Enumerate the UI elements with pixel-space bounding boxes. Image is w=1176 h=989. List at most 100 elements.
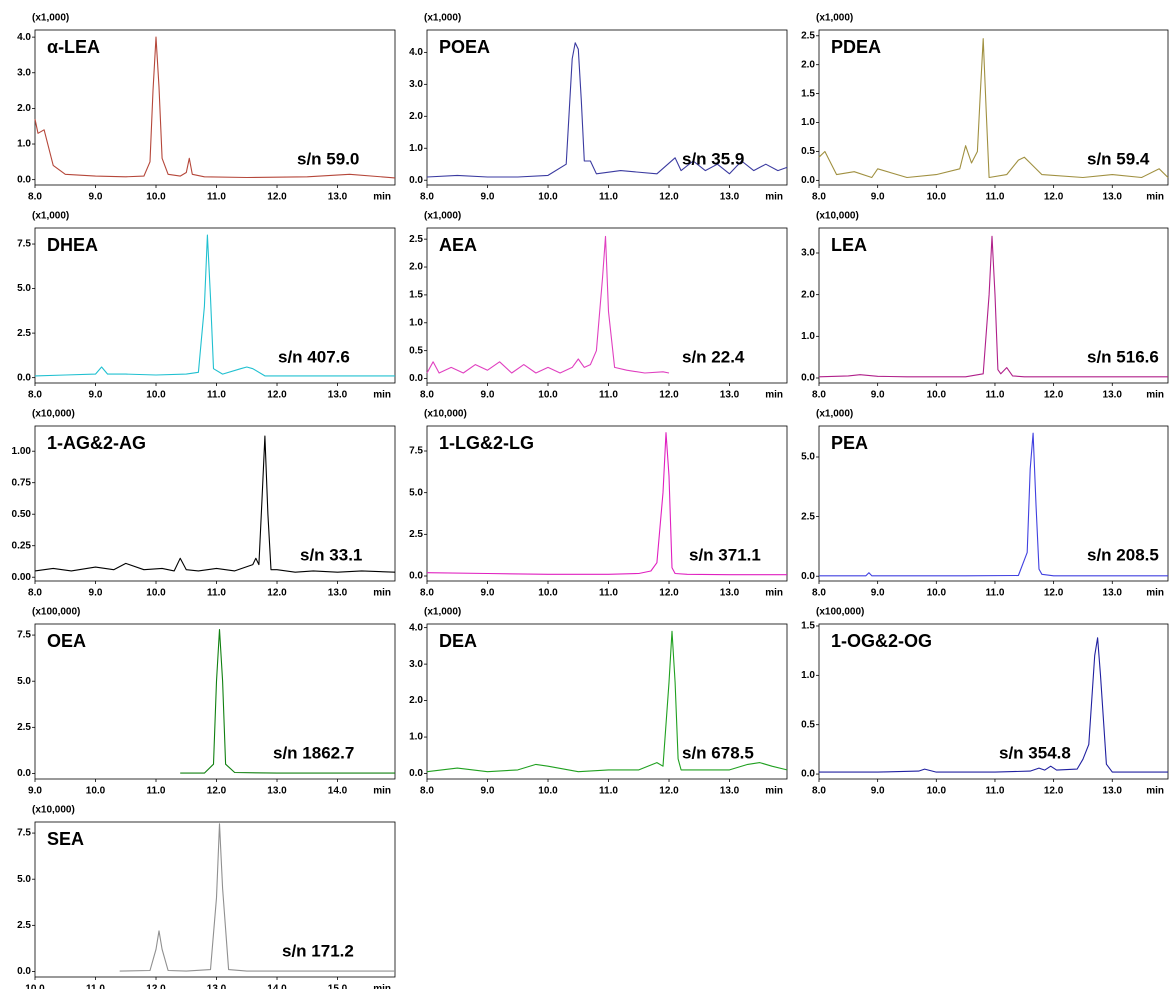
x-tick-label: 8.0	[812, 390, 826, 401]
x-tick-label: 9.0	[871, 588, 885, 599]
chromatogram-panel: (x1,000) 0.0 1.0 2.0 3.0 4.0 8.0 9.0 10.0 11.0 12.…	[17, 13, 396, 203]
y-tick-label: 5.0	[17, 874, 31, 885]
trace	[426, 235, 670, 374]
y-tick-label: 0.0	[801, 571, 815, 582]
x-tick-label: 12.0	[659, 786, 679, 797]
compound-title: 1-AG&2-AG	[47, 433, 146, 453]
x-tick-label: 11.0	[599, 786, 618, 797]
x-tick-label: 11.0	[986, 192, 1005, 203]
y-multiplier: (x100,000)	[32, 607, 80, 618]
compound-title: PDEA	[831, 37, 881, 57]
x-axis-label: min	[373, 786, 391, 797]
y-tick-label: 2.5	[801, 30, 815, 41]
sn-annotation: s/n 516.6	[1087, 347, 1159, 366]
sn-annotation: s/n 22.4	[682, 347, 745, 366]
compound-title: PEA	[831, 433, 868, 453]
x-tick-label: 10.0	[538, 390, 558, 401]
x-axis-label: min	[765, 390, 783, 401]
x-tick-label: 11.0	[986, 588, 1005, 599]
x-axis-label: min	[1146, 786, 1164, 797]
y-tick-label: 1.0	[801, 670, 815, 681]
y-tick-label: 0.5	[801, 719, 815, 730]
trace	[426, 630, 788, 773]
trace	[119, 823, 395, 972]
y-tick-label: 0.0	[409, 768, 423, 779]
chromatogram-panel: (x1,000) 0.0 0.5 1.0 1.5 2.0 2.5 8.0 9.0 10.0 11.0…	[801, 13, 1169, 203]
x-tick-label: 8.0	[420, 192, 434, 203]
y-tick-label: 2.5	[409, 529, 423, 540]
y-tick-label: 2.5	[17, 328, 31, 339]
chromatogram-panel: (x1,000) 0.0 0.5 1.0 1.5 2.0 2.5 8.0 9.0 10.0 11.0…	[409, 211, 788, 401]
x-tick-label: 12.0	[1044, 588, 1064, 599]
y-tick-label: 1.0	[801, 331, 815, 342]
x-tick-label: 8.0	[420, 786, 434, 797]
y-tick-label: 0.0	[17, 966, 31, 977]
chromatogram-panel: (x10,000) 0.00 0.25 0.50 0.75 1.00 8.0 9.0 10.0 1…	[12, 409, 396, 599]
x-tick-label: 12.0	[146, 984, 166, 989]
y-tick-label: 5.0	[17, 676, 31, 687]
y-tick-label: 2.0	[409, 695, 423, 706]
y-multiplier: (x1,000)	[816, 13, 853, 24]
plot-frame	[34, 623, 396, 780]
x-tick-label: 9.0	[89, 192, 103, 203]
sn-annotation: s/n 1862.7	[273, 743, 354, 762]
x-tick-label: 13.0	[1103, 390, 1123, 401]
chromatogram-panel: (x100,000) 0.0 0.5 1.0 1.5 8.0 9.0 10.0 11.0 12.0…	[801, 607, 1169, 797]
x-tick-label: 8.0	[812, 786, 826, 797]
y-multiplier: (x10,000)	[424, 409, 467, 420]
x-tick-label: 9.0	[481, 786, 495, 797]
sn-annotation: s/n 354.8	[999, 743, 1071, 762]
y-multiplier: (x1,000)	[424, 13, 461, 24]
x-tick-label: 11.0	[599, 192, 618, 203]
x-tick-label: 11.0	[207, 390, 226, 401]
y-tick-label: 5.0	[17, 283, 31, 294]
x-tick-label: 12.0	[659, 390, 679, 401]
x-tick-label: 13.0	[720, 390, 740, 401]
y-tick-label: 4.0	[409, 622, 423, 633]
y-tick-label: 2.0	[409, 111, 423, 122]
x-tick-label: 9.0	[89, 588, 103, 599]
x-tick-label: 10.0	[927, 588, 947, 599]
y-tick-label: 0.0	[17, 174, 31, 185]
x-axis-label: min	[373, 390, 391, 401]
x-tick-label: 13.0	[1103, 588, 1123, 599]
x-tick-label: 13.0	[207, 984, 227, 989]
x-tick-label: 14.0	[267, 984, 287, 989]
x-tick-label: 13.0	[1103, 192, 1123, 203]
x-tick-label: 13.0	[328, 390, 348, 401]
x-tick-label: 8.0	[28, 390, 42, 401]
x-tick-label: 9.0	[481, 588, 495, 599]
y-tick-label: 0.0	[801, 769, 815, 780]
y-tick-label: 1.0	[409, 143, 423, 154]
sn-annotation: s/n 371.1	[689, 545, 761, 564]
y-tick-label: 1.0	[801, 117, 815, 128]
x-tick-label: 9.0	[871, 192, 885, 203]
y-tick-label: 1.0	[409, 317, 423, 328]
x-tick-label: 13.0	[328, 192, 348, 203]
y-tick-label: 7.5	[409, 446, 423, 457]
x-tick-label: 8.0	[420, 390, 434, 401]
compound-title: DEA	[439, 631, 477, 651]
x-axis-label: min	[765, 192, 783, 203]
y-tick-label: 0.75	[12, 477, 32, 488]
x-tick-label: 11.0	[207, 588, 226, 599]
y-tick-label: 7.5	[17, 828, 31, 839]
x-tick-label: 9.0	[481, 192, 495, 203]
sn-annotation: s/n 678.5	[682, 743, 754, 762]
y-tick-label: 1.5	[801, 88, 815, 99]
compound-title: LEA	[831, 235, 867, 255]
trace	[819, 637, 1168, 773]
y-tick-label: 0.0	[17, 768, 31, 779]
plot-frame	[818, 425, 1169, 582]
x-tick-label: 10.0	[927, 390, 947, 401]
y-tick-label: 3.0	[801, 248, 815, 259]
x-tick-label: 10.0	[25, 984, 45, 989]
y-tick-label: 0.0	[801, 373, 815, 384]
y-tick-label: 7.5	[17, 630, 31, 641]
plot-frame	[34, 425, 396, 582]
y-multiplier: (x100,000)	[816, 607, 864, 618]
compound-title: OEA	[47, 631, 86, 651]
sn-annotation: s/n 171.2	[282, 941, 354, 960]
x-axis-label: min	[373, 192, 391, 203]
